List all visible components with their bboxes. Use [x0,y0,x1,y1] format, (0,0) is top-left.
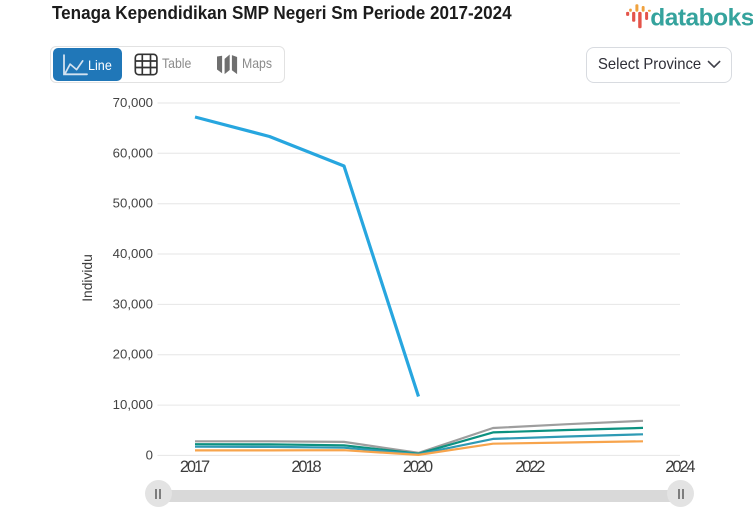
svg-text:2024: 2024 [665,458,695,476]
svg-text:30,000: 30,000 [113,296,153,311]
svg-text:70,000: 70,000 [113,95,153,110]
svg-text:40,000: 40,000 [113,246,153,261]
svg-text:60,000: 60,000 [113,145,153,160]
svg-text:2017: 2017 [180,458,210,476]
svg-text:20,000: 20,000 [113,347,153,362]
svg-text:0: 0 [146,447,153,462]
svg-text:2020: 2020 [403,458,433,476]
svg-text:Individu: Individu [80,254,95,302]
svg-text:10,000: 10,000 [113,397,153,412]
svg-text:50,000: 50,000 [113,196,153,211]
svg-text:2022: 2022 [515,458,545,476]
svg-text:databoks: databoks [650,5,753,32]
svg-text:2018: 2018 [291,458,321,476]
